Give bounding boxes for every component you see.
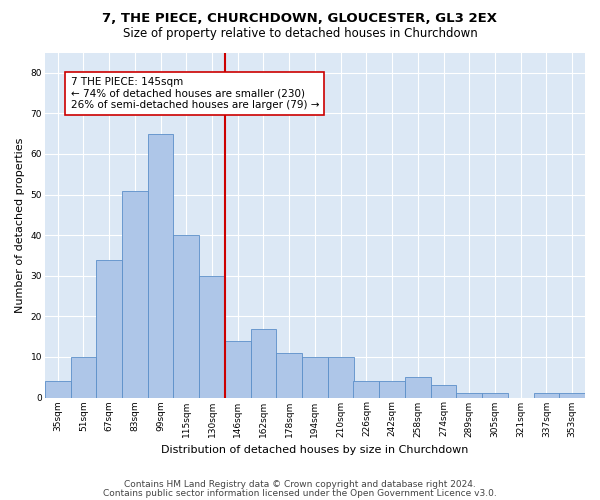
Y-axis label: Number of detached properties: Number of detached properties [15,138,25,312]
Bar [559,394,585,398]
Bar [533,394,559,398]
Bar [122,190,148,398]
Bar [96,260,122,398]
Bar [379,382,405,398]
Bar [173,235,199,398]
Bar [431,386,457,398]
Text: 7, THE PIECE, CHURCHDOWN, GLOUCESTER, GL3 2EX: 7, THE PIECE, CHURCHDOWN, GLOUCESTER, GL… [103,12,497,26]
Bar [353,382,379,398]
Bar [482,394,508,398]
Text: Contains HM Land Registry data © Crown copyright and database right 2024.: Contains HM Land Registry data © Crown c… [124,480,476,489]
Bar [277,353,302,398]
Text: 7 THE PIECE: 145sqm
← 74% of detached houses are smaller (230)
26% of semi-detac: 7 THE PIECE: 145sqm ← 74% of detached ho… [71,77,319,110]
Bar [457,394,482,398]
Text: Contains public sector information licensed under the Open Government Licence v3: Contains public sector information licen… [103,489,497,498]
Bar [148,134,173,398]
Bar [302,357,328,398]
Bar [251,328,277,398]
Bar [225,340,251,398]
X-axis label: Distribution of detached houses by size in Churchdown: Distribution of detached houses by size … [161,445,469,455]
Bar [45,382,71,398]
Text: Size of property relative to detached houses in Churchdown: Size of property relative to detached ho… [122,28,478,40]
Bar [199,276,225,398]
Bar [71,357,96,398]
Bar [405,377,431,398]
Bar [328,357,353,398]
